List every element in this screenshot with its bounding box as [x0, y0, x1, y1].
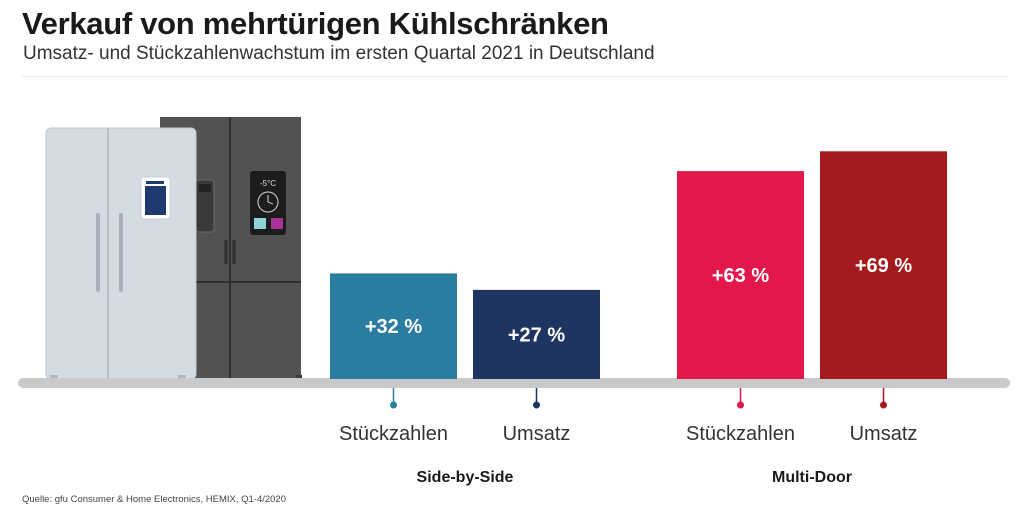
side-by-side-fridge-illustration: [45, 127, 197, 380]
bar-side-by-side-umsatz: [473, 289, 600, 379]
group-label: Multi-Door: [772, 469, 852, 486]
bar-value-label: +32 %: [365, 316, 422, 338]
category-label: Umsatz: [850, 423, 918, 445]
title-divider: [22, 76, 1008, 77]
connector-dot: [737, 401, 744, 409]
shelf-baseline: [18, 378, 1010, 388]
source-note: Quelle: gfu Consumer & Home Electronics,…: [22, 494, 287, 505]
bar-multi-door-stuckzahlen: [677, 171, 804, 379]
bar-multi-door-umsatz: [820, 151, 947, 379]
bar-value-label: +69 %: [855, 255, 912, 277]
category-label: Stückzahlen: [686, 423, 795, 445]
bar-side-by-side-stuckzahlen: [330, 273, 457, 379]
chart-subtitle: Umsatz- und Stückzahlenwachstum im erste…: [23, 43, 655, 64]
connector-dot: [880, 401, 887, 409]
bar-value-label: +63 %: [712, 265, 769, 287]
bar-value-label: +27 %: [508, 324, 565, 346]
connector-dot: [533, 401, 540, 409]
category-label: Stückzahlen: [339, 423, 448, 445]
connector-dot: [390, 401, 397, 409]
fridge-display-temperature: -5°C: [260, 179, 276, 188]
chart-title: Verkauf von mehrtürigen Kühlschränken: [22, 6, 609, 41]
group-label: Side-by-Side: [417, 469, 514, 486]
category-label: Umsatz: [503, 423, 571, 445]
